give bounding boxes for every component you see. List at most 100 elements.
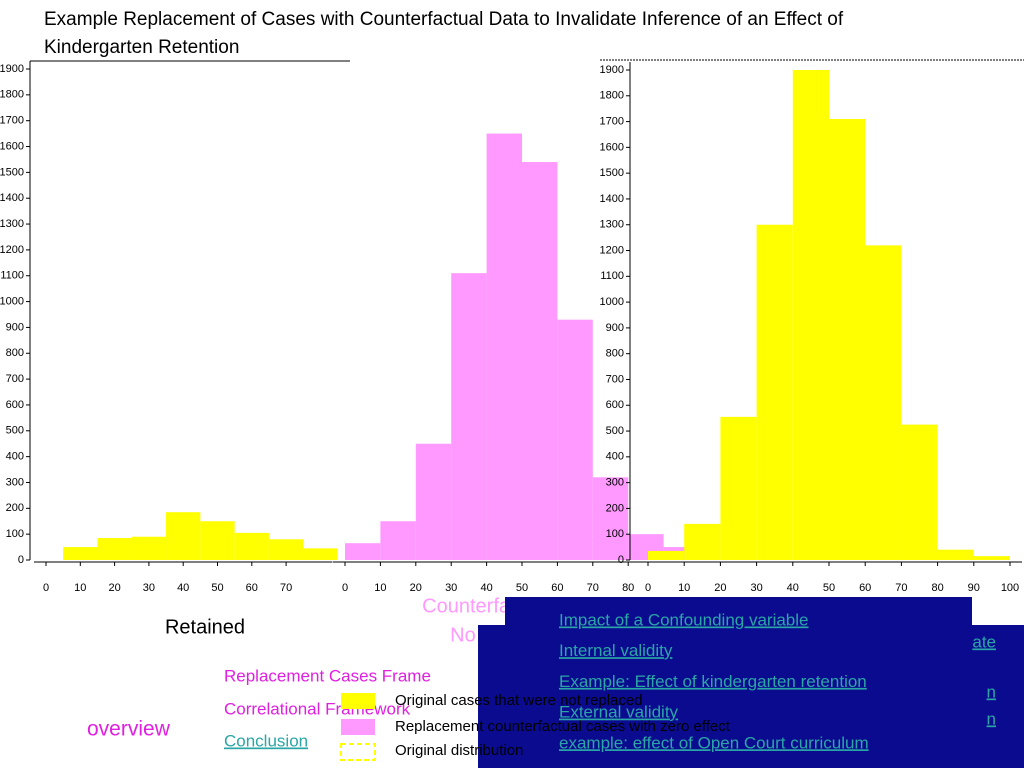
histogram-bar xyxy=(63,547,98,560)
histogram-bar xyxy=(131,536,167,560)
nav-link[interactable]: Replacement Cases Frame xyxy=(224,666,431,685)
y-tick-label: 1600 xyxy=(0,140,24,152)
y-tick-label: 600 xyxy=(606,399,624,411)
histogram-bar xyxy=(380,521,416,560)
y-tick-label: 100 xyxy=(6,528,24,540)
histogram-bar xyxy=(415,443,452,560)
histogram-bar xyxy=(522,162,558,560)
histogram-bar xyxy=(865,245,902,561)
y-tick-label: 1300 xyxy=(600,219,624,231)
x-tick-label: 30 xyxy=(750,582,762,594)
y-tick-label: 1500 xyxy=(600,167,624,179)
y-tick-label: 300 xyxy=(6,476,24,488)
histogram-bar xyxy=(486,133,522,560)
x-tick-label: 70 xyxy=(895,582,907,594)
y-tick-label: 700 xyxy=(6,373,24,385)
menu-panel xyxy=(505,597,972,627)
y-tick-label: 900 xyxy=(6,321,24,333)
histogram-bar xyxy=(451,273,487,560)
histogram-bar xyxy=(268,539,304,560)
menu-link[interactable]: ate xyxy=(972,632,996,651)
histogram-bar xyxy=(303,548,338,560)
x-tick-label: 90 xyxy=(968,582,980,594)
x-tick-label: 10 xyxy=(74,582,86,594)
x-tick-label: 70 xyxy=(587,582,599,594)
histogram-bar xyxy=(973,556,1010,560)
y-tick-label: 500 xyxy=(606,425,624,437)
x-tick-label: 100 xyxy=(1001,582,1019,594)
x-tick-label: 60 xyxy=(859,582,871,594)
x-tick-label: 20 xyxy=(410,582,422,594)
x-tick-label: 0 xyxy=(43,582,49,594)
y-tick-label: 1400 xyxy=(0,192,24,204)
legend-swatch xyxy=(341,719,375,735)
y-tick-label: 0 xyxy=(18,554,24,566)
nav-link[interactable]: Correlational Framework xyxy=(224,699,411,718)
menu-link[interactable]: n xyxy=(987,682,996,701)
menu-link[interactable]: External validity xyxy=(559,703,679,722)
y-tick-label: 400 xyxy=(606,451,624,463)
y-tick-label: 400 xyxy=(6,451,24,463)
y-tick-label: 600 xyxy=(6,399,24,411)
y-tick-label: 1700 xyxy=(0,115,24,127)
x-tick-label: 40 xyxy=(787,582,799,594)
histogram-bar xyxy=(684,523,721,560)
slide-title: Kindergarten Retention xyxy=(44,37,239,58)
y-tick-label: 1800 xyxy=(0,89,24,101)
y-tick-label: 1200 xyxy=(0,244,24,256)
y-tick-label: 1400 xyxy=(600,193,624,205)
y-tick-label: 200 xyxy=(606,502,624,514)
histogram-bar xyxy=(234,532,269,560)
y-tick-label: 1900 xyxy=(0,63,24,75)
nav-link[interactable]: Conclusion xyxy=(224,731,308,750)
menu-link[interactable]: example: effect of Open Court curriculum xyxy=(559,733,869,752)
x-tick-label: 70 xyxy=(280,582,292,594)
y-tick-label: 800 xyxy=(6,347,24,359)
overview-link[interactable]: overview xyxy=(87,718,171,741)
menu-panel xyxy=(478,625,1024,768)
x-tick-label: 50 xyxy=(823,582,835,594)
y-tick-label: 1800 xyxy=(600,90,624,102)
y-tick-label: 1100 xyxy=(0,270,24,282)
menu-link[interactable]: Example: Effect of kindergarten retentio… xyxy=(559,672,867,691)
x-tick-label: 30 xyxy=(445,582,457,594)
x-tick-label: 40 xyxy=(480,582,492,594)
menu-link[interactable]: Impact of a Confounding variable xyxy=(559,610,809,629)
x-tick-label: 80 xyxy=(622,582,634,594)
histogram-bar xyxy=(901,424,938,560)
histogram-bar xyxy=(792,70,829,560)
y-tick-label: 1500 xyxy=(0,166,24,178)
legend-label: Replacement counterfactual cases with ze… xyxy=(395,718,731,735)
histogram-bar xyxy=(200,521,235,560)
x-tick-label: 10 xyxy=(678,582,690,594)
histogram-bar xyxy=(592,477,629,560)
x-axis-label: Retained xyxy=(165,616,245,638)
y-tick-label: 300 xyxy=(606,477,624,489)
x-tick-label: 60 xyxy=(551,582,563,594)
histogram-bar xyxy=(829,119,866,560)
x-tick-label: 0 xyxy=(342,582,348,594)
x-tick-label: 50 xyxy=(211,582,223,594)
y-tick-label: 1000 xyxy=(0,295,24,307)
x-tick-label: 80 xyxy=(931,582,943,594)
y-tick-label: 1300 xyxy=(0,218,24,230)
legend-label: Original cases that were not replaced xyxy=(395,692,643,709)
y-tick-label: 500 xyxy=(6,425,24,437)
x-tick-label: 50 xyxy=(516,582,528,594)
legend-swatch xyxy=(340,743,376,761)
menu-link[interactable]: Internal validity xyxy=(559,641,673,660)
y-tick-label: 700 xyxy=(606,373,624,385)
histogram-bar xyxy=(166,512,201,560)
x-tick-label: 20 xyxy=(714,582,726,594)
histogram-bar xyxy=(756,224,793,560)
menu-link[interactable]: n xyxy=(987,709,996,728)
x-tick-label: 30 xyxy=(143,582,155,594)
y-tick-label: 900 xyxy=(606,322,624,334)
histogram-bar xyxy=(557,319,593,560)
y-tick-label: 1700 xyxy=(600,115,624,127)
x-tick-label: 20 xyxy=(108,582,120,594)
x-tick-label: 10 xyxy=(374,582,386,594)
y-tick-label: 1000 xyxy=(600,296,624,308)
